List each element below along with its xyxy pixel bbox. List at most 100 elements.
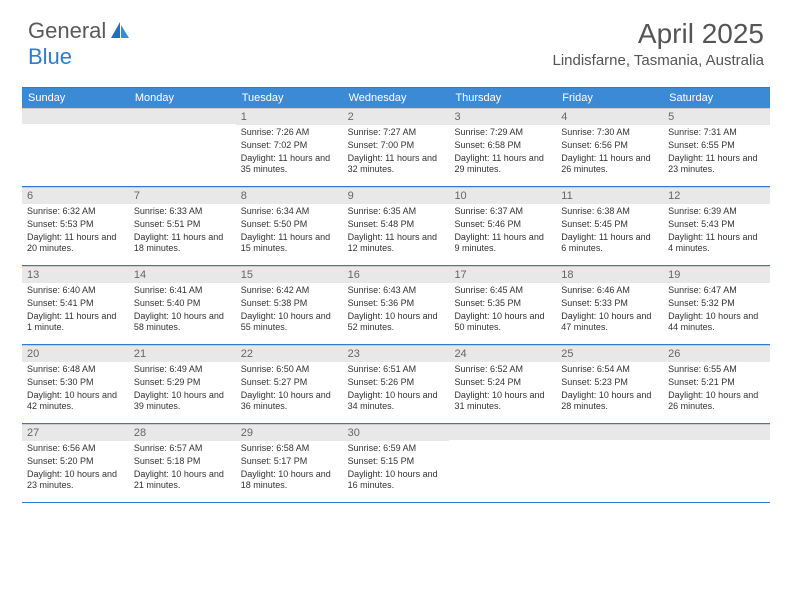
sunset-text: Sunset: 5:40 PM bbox=[134, 298, 231, 310]
sunset-text: Sunset: 6:55 PM bbox=[668, 140, 765, 152]
sunrise-text: Sunrise: 6:38 AM bbox=[561, 206, 658, 218]
day-number: 8 bbox=[236, 188, 343, 204]
day-number: 14 bbox=[129, 267, 236, 283]
day-number: 1 bbox=[236, 109, 343, 125]
day-number bbox=[22, 109, 129, 124]
sunset-text: Sunset: 5:50 PM bbox=[241, 219, 338, 231]
day-number: 12 bbox=[663, 188, 770, 204]
logo-text-main: General bbox=[28, 18, 106, 44]
day-cell: 21Sunrise: 6:49 AMSunset: 5:29 PMDayligh… bbox=[129, 345, 236, 423]
day-cell: 5Sunrise: 7:31 AMSunset: 6:55 PMDaylight… bbox=[663, 108, 770, 186]
day-cell bbox=[129, 108, 236, 186]
sunrise-text: Sunrise: 6:39 AM bbox=[668, 206, 765, 218]
sunset-text: Sunset: 5:48 PM bbox=[348, 219, 445, 231]
day-cell: 23Sunrise: 6:51 AMSunset: 5:26 PMDayligh… bbox=[343, 345, 450, 423]
daylight-text: Daylight: 11 hours and 32 minutes. bbox=[348, 153, 445, 176]
sunset-text: Sunset: 5:30 PM bbox=[27, 377, 124, 389]
day-number: 9 bbox=[343, 188, 450, 204]
day-number: 17 bbox=[449, 267, 556, 283]
sunrise-text: Sunrise: 6:34 AM bbox=[241, 206, 338, 218]
daylight-text: Daylight: 11 hours and 35 minutes. bbox=[241, 153, 338, 176]
sunset-text: Sunset: 5:38 PM bbox=[241, 298, 338, 310]
day-number: 13 bbox=[22, 267, 129, 283]
daylight-text: Daylight: 11 hours and 26 minutes. bbox=[561, 153, 658, 176]
sunrise-text: Sunrise: 6:50 AM bbox=[241, 364, 338, 376]
day-cell: 8 Sunrise: 6:34 AMSunset: 5:50 PMDaylight… bbox=[236, 187, 343, 265]
daylight-text: Daylight: 10 hours and 18 minutes. bbox=[241, 469, 338, 492]
day-number: 30 bbox=[343, 425, 450, 441]
sunrise-text: Sunrise: 7:31 AM bbox=[668, 127, 765, 139]
day-cell: 18Sunrise: 6:46 AMSunset: 5:33 PMDayligh… bbox=[556, 266, 663, 344]
logo: General bbox=[28, 18, 132, 44]
day-number bbox=[663, 425, 770, 440]
day-number: 4 bbox=[556, 109, 663, 125]
day-number: 11 bbox=[556, 188, 663, 204]
sunset-text: Sunset: 5:18 PM bbox=[134, 456, 231, 468]
sunrise-text: Sunrise: 6:51 AM bbox=[348, 364, 445, 376]
day-cell: 25Sunrise: 6:54 AMSunset: 5:23 PMDayligh… bbox=[556, 345, 663, 423]
week-row: 6Sunrise: 6:32 AMSunset: 5:53 PMDaylight… bbox=[22, 187, 770, 266]
sunset-text: Sunset: 5:23 PM bbox=[561, 377, 658, 389]
daylight-text: Daylight: 11 hours and 15 minutes. bbox=[241, 232, 338, 255]
daylight-text: Daylight: 10 hours and 31 minutes. bbox=[454, 390, 551, 413]
sunrise-text: Sunrise: 6:55 AM bbox=[668, 364, 765, 376]
sunset-text: Sunset: 5:45 PM bbox=[561, 219, 658, 231]
daylight-text: Daylight: 10 hours and 16 minutes. bbox=[348, 469, 445, 492]
day-number: 10 bbox=[449, 188, 556, 204]
sunset-text: Sunset: 5:53 PM bbox=[27, 219, 124, 231]
sunrise-text: Sunrise: 6:40 AM bbox=[27, 285, 124, 297]
day-cell: 14Sunrise: 6:41 AMSunset: 5:40 PMDayligh… bbox=[129, 266, 236, 344]
day-number: 16 bbox=[343, 267, 450, 283]
sunset-text: Sunset: 5:43 PM bbox=[668, 219, 765, 231]
daylight-text: Daylight: 10 hours and 47 minutes. bbox=[561, 311, 658, 334]
sunrise-text: Sunrise: 6:41 AM bbox=[134, 285, 231, 297]
logo-text-accent: Blue bbox=[28, 44, 72, 69]
day-number: 28 bbox=[129, 425, 236, 441]
daylight-text: Daylight: 11 hours and 4 minutes. bbox=[668, 232, 765, 255]
day-cell: 20Sunrise: 6:48 AMSunset: 5:30 PMDayligh… bbox=[22, 345, 129, 423]
daylight-text: Daylight: 11 hours and 18 minutes. bbox=[134, 232, 231, 255]
day-cell: 17Sunrise: 6:45 AMSunset: 5:35 PMDayligh… bbox=[449, 266, 556, 344]
day-cell bbox=[663, 424, 770, 502]
daylight-text: Daylight: 10 hours and 42 minutes. bbox=[27, 390, 124, 413]
sunset-text: Sunset: 6:58 PM bbox=[454, 140, 551, 152]
daylight-text: Daylight: 10 hours and 44 minutes. bbox=[668, 311, 765, 334]
sunrise-text: Sunrise: 6:32 AM bbox=[27, 206, 124, 218]
sail-icon bbox=[110, 21, 130, 44]
daylight-text: Daylight: 10 hours and 52 minutes. bbox=[348, 311, 445, 334]
day-cell: 4Sunrise: 7:30 AMSunset: 6:56 PMDaylight… bbox=[556, 108, 663, 186]
title-block: April 2025 Lindisfarne, Tasmania, Austra… bbox=[552, 18, 764, 69]
day-number: 3 bbox=[449, 109, 556, 125]
sunrise-text: Sunrise: 6:54 AM bbox=[561, 364, 658, 376]
weekday-mon: Monday bbox=[129, 88, 236, 108]
day-number: 27 bbox=[22, 425, 129, 441]
day-number: 23 bbox=[343, 346, 450, 362]
sunset-text: Sunset: 5:33 PM bbox=[561, 298, 658, 310]
sunrise-text: Sunrise: 6:35 AM bbox=[348, 206, 445, 218]
sunset-text: Sunset: 5:35 PM bbox=[454, 298, 551, 310]
sunset-text: Sunset: 5:20 PM bbox=[27, 456, 124, 468]
day-number: 20 bbox=[22, 346, 129, 362]
day-number: 29 bbox=[236, 425, 343, 441]
sunrise-text: Sunrise: 6:49 AM bbox=[134, 364, 231, 376]
sunset-text: Sunset: 5:24 PM bbox=[454, 377, 551, 389]
calendar: Sunday Monday Tuesday Wednesday Thursday… bbox=[22, 87, 770, 503]
sunset-text: Sunset: 7:02 PM bbox=[241, 140, 338, 152]
week-row: 20Sunrise: 6:48 AMSunset: 5:30 PMDayligh… bbox=[22, 345, 770, 424]
daylight-text: Daylight: 10 hours and 36 minutes. bbox=[241, 390, 338, 413]
month-title: April 2025 bbox=[552, 18, 764, 50]
sunset-text: Sunset: 7:00 PM bbox=[348, 140, 445, 152]
day-cell: 11Sunrise: 6:38 AMSunset: 5:45 PMDayligh… bbox=[556, 187, 663, 265]
sunset-text: Sunset: 5:32 PM bbox=[668, 298, 765, 310]
sunrise-text: Sunrise: 6:47 AM bbox=[668, 285, 765, 297]
weekday-wed: Wednesday bbox=[343, 88, 450, 108]
day-number: 26 bbox=[663, 346, 770, 362]
daylight-text: Daylight: 11 hours and 12 minutes. bbox=[348, 232, 445, 255]
day-cell bbox=[22, 108, 129, 186]
day-number: 19 bbox=[663, 267, 770, 283]
day-cell: 30Sunrise: 6:59 AMSunset: 5:15 PMDayligh… bbox=[343, 424, 450, 502]
daylight-text: Daylight: 10 hours and 50 minutes. bbox=[454, 311, 551, 334]
weeks-container: 1Sunrise: 7:26 AMSunset: 7:02 PMDaylight… bbox=[22, 108, 770, 503]
sunrise-text: Sunrise: 7:29 AM bbox=[454, 127, 551, 139]
sunrise-text: Sunrise: 6:52 AM bbox=[454, 364, 551, 376]
